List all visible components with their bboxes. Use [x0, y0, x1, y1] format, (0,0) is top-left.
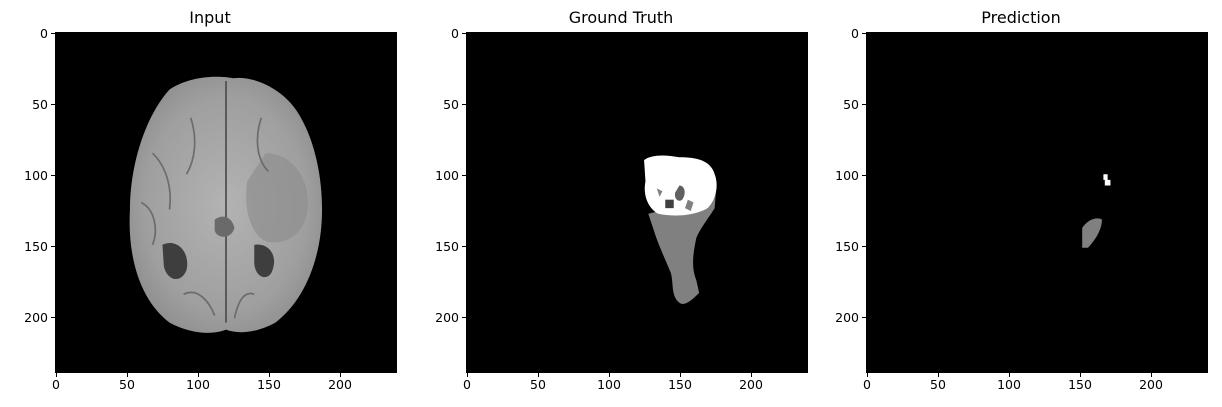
y-tick-label: 200 [835, 310, 859, 325]
y-tick-mark [462, 317, 466, 318]
x-tick-label: 150 [668, 377, 692, 392]
y-tick-label: 100 [24, 168, 48, 183]
x-tick-mark [680, 373, 681, 377]
image-frame [866, 32, 1208, 373]
x-tick-label: 0 [863, 377, 871, 392]
x-tick-mark [938, 373, 939, 377]
x-tick-label: 0 [52, 377, 60, 392]
x-tick-label: 100 [186, 377, 210, 392]
x-tick-label: 50 [119, 377, 135, 392]
x-tick-mark [56, 373, 57, 377]
x-tick-mark [269, 373, 270, 377]
x-tick-mark [609, 373, 610, 377]
y-tick-label: 150 [835, 239, 859, 254]
y-tick-label: 200 [435, 310, 459, 325]
x-tick-label: 150 [1068, 377, 1092, 392]
y-tick-mark [51, 246, 55, 247]
panel-ground-truth: Ground Truth 0 50 100 150 200 0 50 100 1… [421, 0, 821, 407]
y-tick-label: 150 [435, 239, 459, 254]
y-tick-label: 0 [40, 26, 48, 41]
y-tick-mark [862, 33, 866, 34]
x-tick-mark [340, 373, 341, 377]
x-tick-mark [127, 373, 128, 377]
mri-brain-image [56, 33, 396, 372]
y-tick-mark [51, 33, 55, 34]
y-tick-label: 100 [835, 168, 859, 183]
y-tick-label: 0 [451, 26, 459, 41]
y-tick-label: 150 [24, 239, 48, 254]
image-frame [466, 32, 808, 373]
x-tick-mark [1080, 373, 1081, 377]
x-tick-mark [467, 373, 468, 377]
y-tick-mark [462, 104, 466, 105]
panel-title: Input [189, 8, 231, 27]
y-tick-mark [51, 175, 55, 176]
y-tick-mark [462, 175, 466, 176]
y-tick-mark [51, 317, 55, 318]
image-frame [55, 32, 397, 373]
panel-prediction: Prediction 0 50 100 150 200 0 50 100 150… [821, 0, 1221, 407]
x-tick-label: 200 [1139, 377, 1163, 392]
panel-title: Prediction [981, 8, 1061, 27]
segmentation-mask-image [467, 33, 807, 372]
x-tick-label: 150 [257, 377, 281, 392]
y-tick-label: 0 [851, 26, 859, 41]
prediction-mask-image [867, 33, 1207, 372]
y-tick-mark [862, 175, 866, 176]
x-tick-label: 100 [597, 377, 621, 392]
x-tick-label: 50 [530, 377, 546, 392]
y-tick-mark [862, 104, 866, 105]
y-tick-mark [51, 104, 55, 105]
y-tick-label: 50 [32, 97, 48, 112]
x-tick-label: 0 [463, 377, 471, 392]
x-tick-mark [867, 373, 868, 377]
x-tick-label: 200 [739, 377, 763, 392]
y-tick-label: 100 [435, 168, 459, 183]
x-tick-label: 100 [997, 377, 1021, 392]
y-tick-mark [462, 246, 466, 247]
x-tick-mark [1151, 373, 1152, 377]
y-tick-mark [862, 246, 866, 247]
x-tick-label: 50 [930, 377, 946, 392]
panel-title: Ground Truth [568, 8, 674, 27]
y-tick-mark [462, 33, 466, 34]
panel-input: Input 0 50 [10, 0, 410, 407]
x-tick-mark [751, 373, 752, 377]
y-tick-label: 50 [843, 97, 859, 112]
y-tick-mark [862, 317, 866, 318]
x-tick-mark [1009, 373, 1010, 377]
y-tick-label: 50 [443, 97, 459, 112]
x-tick-label: 200 [328, 377, 352, 392]
y-tick-label: 200 [24, 310, 48, 325]
x-tick-mark [538, 373, 539, 377]
x-tick-mark [198, 373, 199, 377]
